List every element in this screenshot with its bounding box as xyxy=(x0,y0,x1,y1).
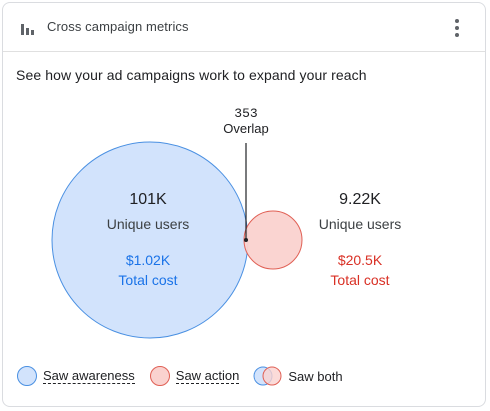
awareness-swatch-icon xyxy=(17,366,37,386)
card-subtitle: See how your ad campaigns work to expand… xyxy=(16,67,367,83)
legend: Saw awareness Saw action Saw both xyxy=(16,364,357,388)
legend-awareness: Saw awareness xyxy=(16,365,135,387)
awareness-cost-label: Total cost xyxy=(118,272,178,288)
legend-awareness-label[interactable]: Saw awareness xyxy=(43,368,135,384)
card-title: Cross campaign metrics xyxy=(47,19,189,34)
legend-action-label[interactable]: Saw action xyxy=(175,368,240,384)
action-circle xyxy=(243,210,303,270)
action-users-value: 9.22K xyxy=(339,191,381,208)
overlap-label: Overlap xyxy=(223,121,269,136)
bar-chart-icon xyxy=(21,24,34,35)
awareness-users-value: 101K xyxy=(129,191,167,208)
awareness-users-label: Unique users xyxy=(106,216,190,232)
action-users-label: Unique users xyxy=(318,216,402,232)
overlap-value: 353 xyxy=(234,106,258,121)
overlap-pointer-dot xyxy=(244,238,248,242)
legend-both-label: Saw both xyxy=(288,368,343,384)
awareness-cost-value: $1.02K xyxy=(125,252,171,268)
more-vert-icon[interactable] xyxy=(447,16,467,40)
awareness-circle xyxy=(51,141,249,339)
action-swatch-icon xyxy=(149,366,170,386)
card-header: Cross campaign metrics xyxy=(3,3,485,52)
action-cost-value: $20.5K xyxy=(337,252,383,268)
both-swatch-icon xyxy=(253,366,282,386)
legend-action: Saw action xyxy=(149,365,240,387)
legend-both: Saw both xyxy=(253,365,343,387)
action-cost-label: Total cost xyxy=(330,272,390,288)
